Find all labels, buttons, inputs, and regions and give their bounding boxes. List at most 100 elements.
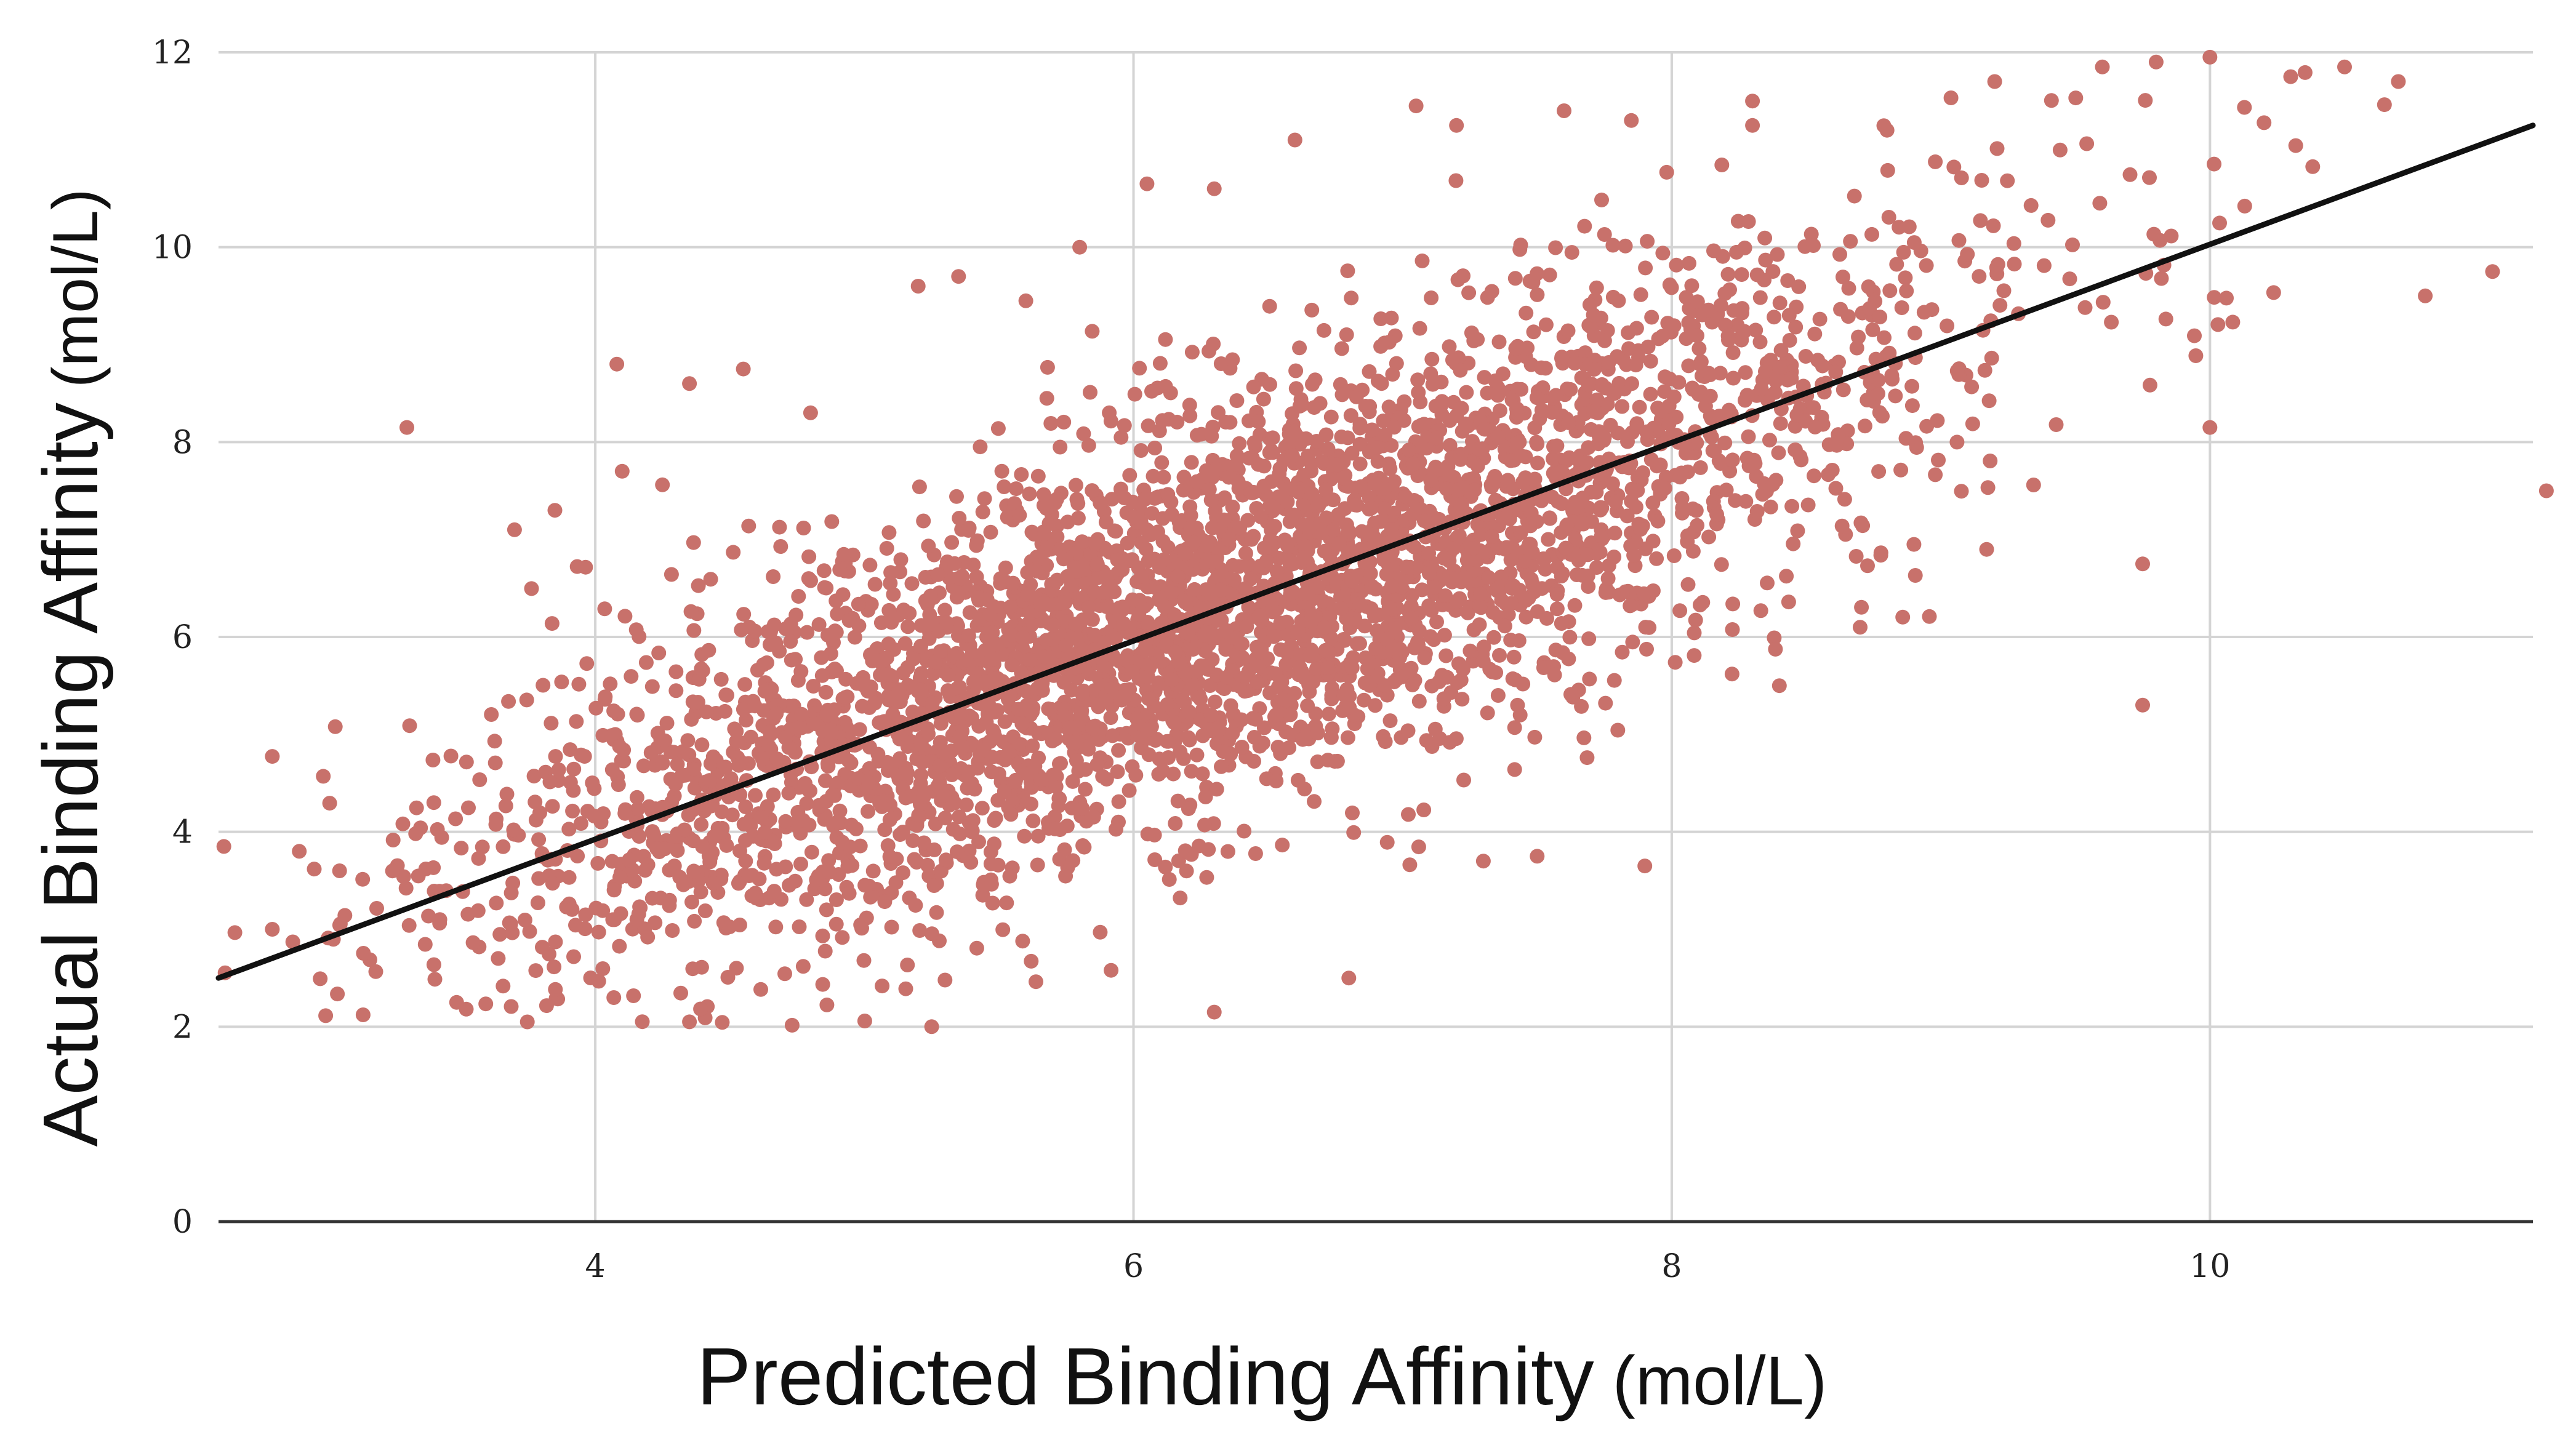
data-point	[1251, 608, 1267, 623]
data-point	[1439, 481, 1455, 497]
data-point	[821, 853, 837, 868]
data-point	[579, 656, 595, 671]
data-point	[1352, 420, 1368, 436]
data-point	[814, 650, 829, 665]
data-point	[1314, 454, 1330, 469]
data-point	[817, 943, 833, 959]
data-point	[1767, 310, 1782, 325]
data-point	[355, 871, 371, 887]
data-point	[1490, 388, 1506, 403]
data-point	[722, 919, 737, 935]
data-point	[1786, 536, 1801, 551]
data-point	[993, 575, 1008, 591]
data-point	[1213, 582, 1228, 598]
data-point	[824, 514, 840, 529]
data-point	[753, 809, 769, 825]
data-point	[2225, 314, 2241, 330]
data-point	[1405, 677, 1420, 692]
data-point	[327, 719, 343, 734]
data-point	[1043, 416, 1059, 431]
y-axis-label: Actual Binding Affinity	[27, 402, 114, 1147]
data-point	[766, 884, 782, 899]
data-point	[644, 891, 660, 906]
data-point	[1105, 728, 1120, 743]
data-point	[1261, 592, 1277, 607]
data-point	[1318, 482, 1334, 498]
data-point	[861, 684, 875, 699]
data-point	[1720, 266, 1736, 282]
data-point	[705, 876, 721, 891]
data-point	[1204, 428, 1219, 444]
data-point	[1376, 501, 1392, 516]
data-point	[1672, 603, 1688, 618]
data-point	[784, 652, 799, 668]
data-point	[1283, 707, 1298, 722]
data-point	[1364, 500, 1379, 516]
data-point	[857, 1014, 872, 1028]
data-point	[2122, 167, 2138, 182]
data-point	[1147, 441, 1163, 455]
data-point	[1402, 442, 1416, 458]
data-point	[265, 922, 280, 937]
data-point	[720, 687, 734, 703]
data-point	[697, 903, 713, 918]
data-point	[985, 625, 1000, 640]
data-point	[1280, 481, 1295, 496]
data-point	[1269, 563, 1285, 578]
data-point	[1989, 141, 2005, 156]
data-point	[597, 601, 612, 617]
data-point	[1693, 354, 1709, 369]
data-point	[1490, 430, 1506, 444]
data-point	[814, 668, 830, 683]
data-point	[2052, 142, 2068, 158]
data-point	[699, 704, 714, 719]
data-point	[961, 522, 976, 538]
data-point	[434, 830, 449, 845]
data-point	[768, 919, 784, 935]
data-point	[1003, 807, 1019, 822]
data-point	[896, 665, 911, 681]
data-point	[1373, 338, 1389, 354]
data-point	[1436, 691, 1451, 706]
data-point	[1497, 618, 1512, 634]
data-point	[1340, 263, 1355, 279]
data-point	[1687, 625, 1702, 641]
data-point	[595, 961, 611, 976]
data-point	[1005, 575, 1021, 591]
data-point	[1116, 615, 1131, 631]
data-point	[1266, 629, 1282, 644]
data-point	[1655, 246, 1671, 261]
data-point	[292, 844, 307, 859]
data-point	[924, 1019, 939, 1035]
data-point	[1168, 644, 1183, 660]
data-point	[668, 664, 684, 679]
data-point	[686, 761, 701, 777]
data-point	[1931, 452, 1946, 468]
data-point	[1773, 343, 1789, 358]
data-point	[411, 868, 426, 884]
data-point	[1115, 599, 1130, 615]
data-point	[1110, 764, 1125, 779]
data-point	[760, 799, 775, 814]
data-point	[1637, 859, 1653, 874]
data-point	[627, 873, 643, 889]
data-point	[691, 578, 706, 593]
data-point	[986, 599, 1001, 614]
data-point	[1728, 493, 1743, 508]
data-point	[1334, 387, 1350, 402]
data-point	[819, 707, 835, 722]
data-point	[561, 870, 577, 885]
data-point	[694, 661, 709, 676]
data-point	[547, 503, 563, 518]
data-point	[1592, 545, 1608, 560]
data-point	[1717, 435, 1733, 450]
data-point	[2207, 290, 2222, 305]
data-point	[1376, 413, 1391, 428]
data-point	[1173, 744, 1188, 759]
data-point	[1922, 609, 1937, 624]
data-point	[1155, 413, 1170, 428]
data-point	[2158, 311, 2173, 327]
data-point	[571, 676, 587, 692]
data-point	[1884, 368, 1900, 383]
data-point	[426, 860, 441, 875]
